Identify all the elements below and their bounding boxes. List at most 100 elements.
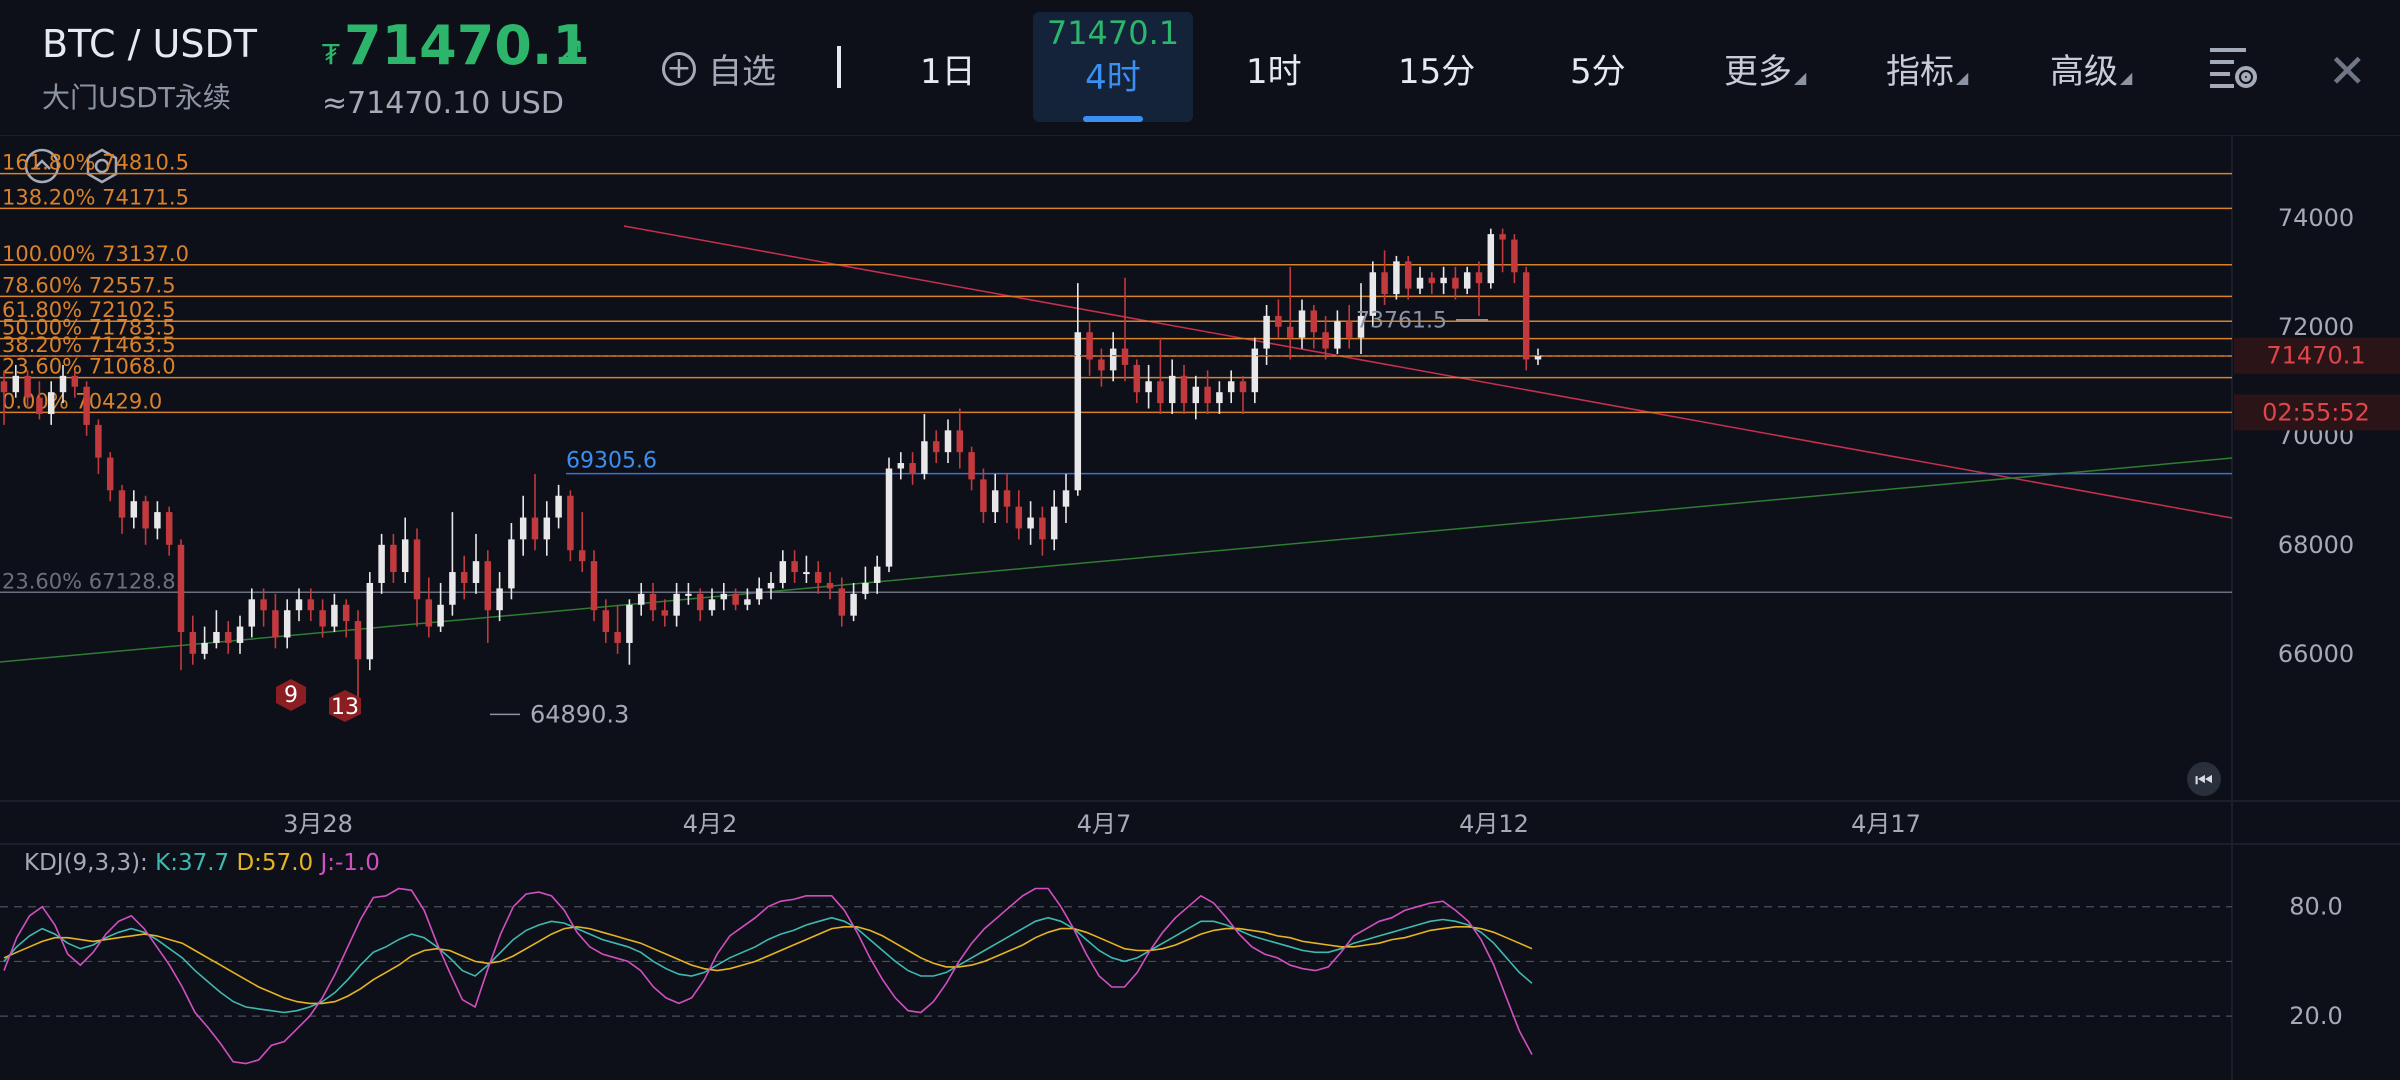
candle <box>1357 283 1365 355</box>
support-line-label: 69305.6 <box>566 449 657 474</box>
candle-body <box>1511 239 1518 273</box>
candle-body <box>1157 381 1164 404</box>
candle <box>661 599 669 627</box>
candles <box>0 228 1542 714</box>
candle <box>720 582 728 611</box>
candle <box>307 588 315 622</box>
candle-body <box>838 588 846 616</box>
badge-shape <box>329 690 361 722</box>
candle <box>791 550 798 583</box>
candle-body <box>626 604 633 643</box>
candle <box>673 582 680 627</box>
fib-level-label: 61.80% 72102.5 <box>2 298 176 322</box>
candle-body <box>413 539 421 600</box>
candle <box>36 381 43 420</box>
chart-area[interactable]: 69305.623.60% 67128.8 161.80% 74810.5138… <box>0 136 2400 1080</box>
caret-icon: ◢ <box>2120 68 2133 87</box>
indicators-menu[interactable]: 指标 ◢ <box>1886 44 1968 93</box>
candle <box>531 473 539 551</box>
tab-1h[interactable]: 1时 <box>1246 52 1302 92</box>
candle-body <box>1216 392 1223 404</box>
candle-body <box>1133 364 1141 393</box>
usd-price: ≈71470.10 USD <box>322 86 564 121</box>
candle <box>696 588 704 622</box>
candle-body <box>1027 517 1034 529</box>
close-icon[interactable]: ✕ <box>2328 44 2367 98</box>
candle-body <box>1050 506 1058 540</box>
candle <box>1452 266 1459 300</box>
annotations: 64890.3 73761.5 9 13 <box>276 309 1488 728</box>
candle <box>1003 473 1011 524</box>
candle-body <box>1086 332 1093 360</box>
candle-body <box>909 463 916 474</box>
tab-5m[interactable]: 5分 <box>1570 52 1626 92</box>
tab-4h[interactable]: 71470.1 4时 <box>1033 12 1193 122</box>
candle <box>1204 370 1211 414</box>
more-menu[interactable]: 更多 ◢ <box>1724 44 1806 93</box>
candle-body <box>767 582 775 589</box>
candle <box>1487 228 1495 289</box>
tab-15m[interactable]: 15分 <box>1398 52 1476 92</box>
tab-1d[interactable]: 1日 <box>920 52 976 92</box>
candle <box>177 539 185 671</box>
candle <box>1074 283 1082 496</box>
candle <box>567 490 574 562</box>
candle <box>732 588 739 611</box>
scroll-to-latest-icon[interactable]: ⏮ <box>2187 762 2221 796</box>
candle <box>755 577 763 605</box>
candle <box>1275 299 1282 338</box>
candle-body <box>366 582 374 660</box>
candle-body <box>1251 348 1259 393</box>
candle <box>1263 304 1270 365</box>
candle-body <box>519 517 527 540</box>
candle <box>0 370 8 425</box>
candle-body <box>1404 261 1412 289</box>
fib-level-label: 78.60% 72557.5 <box>2 273 176 297</box>
caret-icon: ◢ <box>1794 68 1807 87</box>
header-bar: BTC / USDT 大门USDT永续 ₮ 71470.1 ↗ ≈71470.1… <box>0 0 2400 136</box>
fib-retracement: 161.80% 74810.5 138.20% 74171.5 100.00% 73… <box>0 151 2232 413</box>
candle <box>1534 348 1542 365</box>
candle <box>1098 348 1105 387</box>
candle <box>649 582 657 622</box>
chart-settings-icon[interactable] <box>2208 44 2260 92</box>
candle-body <box>720 593 728 600</box>
candle <box>260 588 267 627</box>
plus-circle-icon: + <box>662 51 696 86</box>
candle-body <box>1381 272 1388 295</box>
date-tick-label: 4月7 <box>1077 810 1132 838</box>
candle <box>838 577 846 627</box>
candle <box>991 473 999 524</box>
candle <box>1428 272 1436 295</box>
candle-body <box>1204 386 1211 404</box>
candle <box>944 419 952 464</box>
candle-body <box>260 599 267 611</box>
candle-body <box>885 468 893 567</box>
candle-body <box>130 501 138 518</box>
candle-body <box>803 572 810 575</box>
candle <box>1463 266 1471 295</box>
candle <box>744 588 751 611</box>
candle-body <box>484 561 492 611</box>
candle <box>248 588 256 638</box>
candle-body <box>1475 272 1483 284</box>
advanced-menu[interactable]: 高级 ◢ <box>2050 44 2132 93</box>
candle-body <box>319 610 326 627</box>
candle-body <box>578 550 586 562</box>
collapse-icon[interactable] <box>24 148 60 184</box>
settings-icon[interactable] <box>84 148 120 184</box>
candle <box>331 593 338 633</box>
price-axis: 740007200070000680006600071470.102:55:52… <box>0 204 2400 796</box>
tab-4h-price: 71470.1 <box>1046 14 1180 52</box>
candle <box>342 599 350 638</box>
candle <box>1050 490 1058 551</box>
candle <box>118 484 126 534</box>
candle-body <box>1275 315 1282 327</box>
countdown-tag <box>2234 394 2400 431</box>
add-favorite-button[interactable]: + 自选 <box>662 44 776 93</box>
candle <box>779 550 787 589</box>
candle <box>201 626 208 660</box>
candle <box>1345 304 1353 349</box>
candle <box>1121 277 1129 382</box>
symbol-title[interactable]: BTC / USDT <box>42 22 257 66</box>
